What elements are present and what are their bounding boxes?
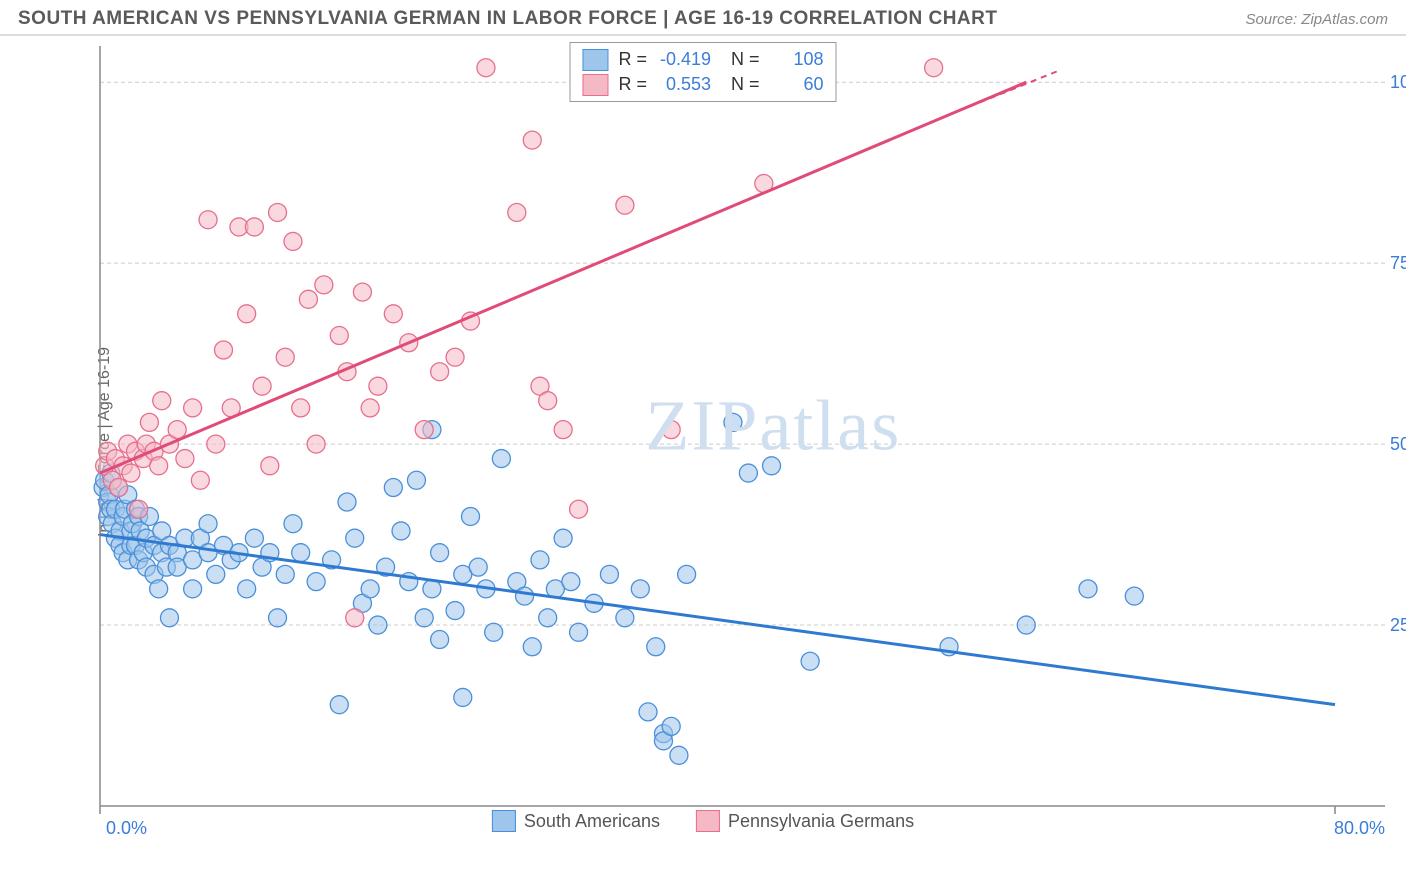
legend-r-value: -0.419: [657, 47, 711, 72]
chart-area: In Labor Force | Age 16-19 25.0%50.0%75.…: [0, 36, 1406, 848]
series-legend-item: Pennsylvania Germans: [696, 810, 914, 832]
chart-header: SOUTH AMERICAN VS PENNSYLVANIA GERMAN IN…: [0, 0, 1406, 36]
svg-text:75.0%: 75.0%: [1390, 253, 1406, 273]
svg-text:80.0%: 80.0%: [1334, 818, 1385, 838]
series-legend-label: Pennsylvania Germans: [728, 811, 914, 832]
legend-r-label: R =: [618, 47, 647, 72]
legend-n-value: 108: [770, 47, 824, 72]
legend-swatch-blue: [582, 49, 608, 71]
series-legend-label: South Americans: [524, 811, 660, 832]
stats-legend-row: R = -0.419 N = 108: [582, 47, 823, 72]
series-legend-item: South Americans: [492, 810, 660, 832]
chart-title: SOUTH AMERICAN VS PENNSYLVANIA GERMAN IN…: [18, 8, 997, 30]
svg-text:0.0%: 0.0%: [106, 818, 147, 838]
svg-text:25.0%: 25.0%: [1390, 615, 1406, 635]
legend-r-value: 0.553: [657, 72, 711, 97]
legend-swatch-blue: [492, 810, 516, 832]
series-legend: South Americans Pennsylvania Germans: [492, 810, 914, 832]
legend-n-label: N =: [721, 47, 760, 72]
stats-legend: R = -0.419 N = 108 R = 0.553 N = 60: [569, 42, 836, 102]
legend-swatch-pink: [582, 74, 608, 96]
legend-swatch-pink: [696, 810, 720, 832]
legend-n-label: N =: [721, 72, 760, 97]
stats-legend-row: R = 0.553 N = 60: [582, 72, 823, 97]
legend-n-value: 60: [770, 72, 824, 97]
chart-source: Source: ZipAtlas.com: [1245, 11, 1388, 28]
legend-r-label: R =: [618, 72, 647, 97]
scatter-plot-svg: 25.0% 50.0% 75.0% 100.0% 0.0% 80.0%: [50, 36, 1406, 848]
svg-text:100.0%: 100.0%: [1390, 72, 1406, 92]
svg-text:50.0%: 50.0%: [1390, 434, 1406, 454]
